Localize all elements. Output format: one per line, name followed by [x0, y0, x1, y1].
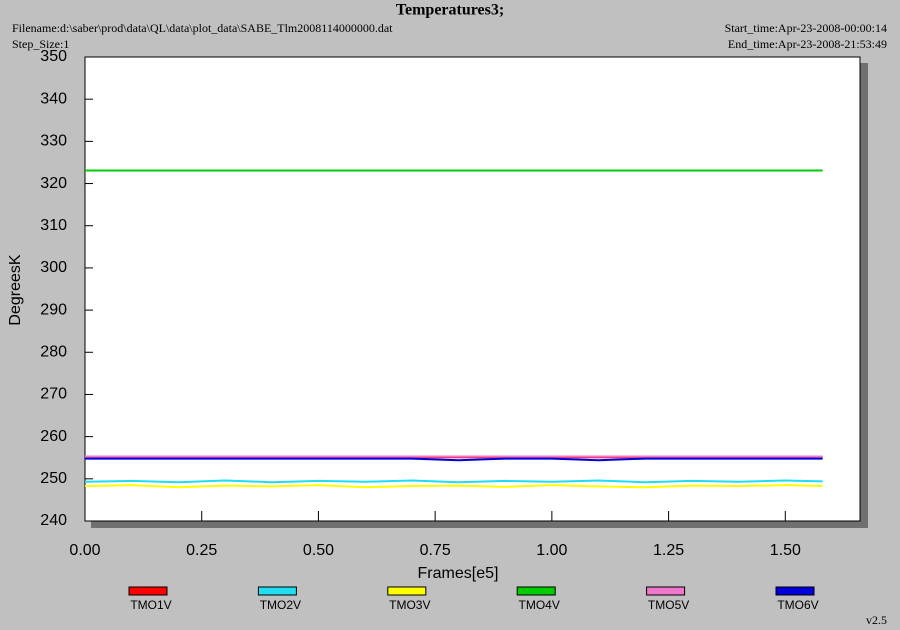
chart-title: Temperatures3;: [396, 2, 504, 19]
x-tick-label: 0.00: [69, 542, 100, 559]
legend-label: TMO5V: [648, 598, 689, 612]
x-tick-label: 0.25: [186, 542, 217, 559]
version: v2.5: [866, 613, 887, 627]
legend-swatch: [646, 586, 686, 596]
x-tick-label: 1.25: [653, 542, 684, 559]
x-tick-label: 1.50: [770, 542, 801, 559]
y-tick-label: 270: [40, 386, 67, 403]
start-time: Start_time:Apr-23-2008-00:00:14: [725, 21, 887, 35]
legend-label: TMO4V: [519, 598, 560, 612]
legend-swatch: [516, 586, 556, 596]
series-line: [85, 457, 823, 462]
y-tick-label: 250: [40, 470, 67, 487]
y-tick-label: 240: [40, 512, 67, 529]
end-time: End_time:Apr-23-2008-21:53:49: [728, 37, 887, 51]
legend-label: TMO1V: [130, 598, 171, 612]
y-axis-label: DegreesK: [7, 254, 24, 325]
x-tick-label: 1.00: [536, 542, 567, 559]
y-tick-label: 320: [40, 175, 67, 192]
series-line: [84, 484, 823, 489]
legend-label: TMO2V: [260, 598, 301, 612]
legend-label: TMO3V: [389, 598, 430, 612]
y-tick-label: 280: [40, 343, 67, 360]
legend-swatch: [128, 586, 168, 596]
legend-label: TMO6V: [777, 598, 818, 612]
legend-swatch: [257, 586, 297, 596]
series-line: [84, 479, 823, 484]
x-tick-label: 0.75: [420, 542, 451, 559]
y-tick-label: 350: [40, 48, 67, 65]
step-size: Step_Size:1: [12, 37, 69, 51]
y-tick-label: 260: [40, 428, 67, 445]
y-tick-label: 290: [40, 301, 67, 318]
filename: Filename:d:\saber\prod\data\QL\data\plot…: [12, 21, 393, 35]
x-axis-label: Frames[e5]: [418, 565, 499, 582]
y-tick-label: 300: [40, 259, 67, 276]
legend-swatch: [775, 586, 815, 596]
y-tick-label: 330: [40, 133, 67, 150]
y-tick-label: 340: [40, 90, 67, 107]
plot-area: [84, 56, 861, 522]
x-tick-label: 0.50: [303, 542, 334, 559]
y-tick-label: 310: [40, 217, 67, 234]
legend-swatch: [387, 586, 427, 596]
